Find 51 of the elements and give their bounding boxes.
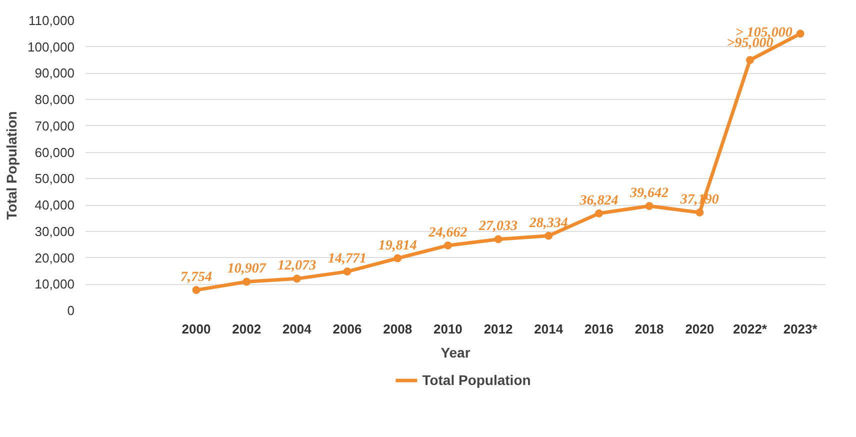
x-tick-label: 2023* bbox=[783, 322, 818, 336]
data-label: 14,771 bbox=[328, 252, 367, 267]
point bbox=[343, 268, 352, 276]
point bbox=[594, 209, 603, 218]
legend-label: Total Population bbox=[422, 372, 531, 388]
point bbox=[444, 241, 452, 250]
x-tick-label: 2006 bbox=[332, 322, 362, 336]
x-tick-label: 2002 bbox=[232, 322, 262, 336]
x-tick-label: 2000 bbox=[182, 322, 211, 336]
point bbox=[192, 286, 200, 294]
data-label: 12,073 bbox=[278, 258, 316, 274]
x-tick-label: 2020 bbox=[685, 322, 714, 336]
y-tick-label: 70,000 bbox=[34, 118, 75, 134]
y-axis-title: Total Population bbox=[4, 111, 20, 220]
x-tick-label: 2012 bbox=[484, 322, 513, 336]
point bbox=[746, 56, 754, 64]
x-tick-label: 2022* bbox=[733, 322, 768, 336]
data-label: 10,907 bbox=[227, 262, 267, 277]
x-tick-label: 2014 bbox=[534, 322, 564, 336]
data-label: 28,334 bbox=[528, 216, 568, 231]
point bbox=[292, 274, 301, 283]
point bbox=[242, 278, 251, 286]
data-label: 39,642 bbox=[629, 186, 669, 201]
y-tick-label: 50,000 bbox=[34, 171, 75, 186]
data-label: 19,814 bbox=[378, 238, 417, 254]
x-tick-label: 2004 bbox=[282, 322, 312, 336]
point bbox=[544, 232, 553, 240]
y-tick-label: 20,000 bbox=[34, 250, 75, 266]
point bbox=[394, 254, 402, 262]
y-tick-label: 80,000 bbox=[34, 92, 75, 108]
data-label: 36,824 bbox=[578, 193, 618, 208]
y-tick-label: 0 bbox=[67, 303, 75, 318]
data-label: 27,033 bbox=[478, 219, 518, 234]
y-tick-label: 100,000 bbox=[28, 39, 75, 54]
y-tick-label: 30,000 bbox=[34, 224, 75, 239]
point bbox=[645, 202, 654, 210]
y-tick-label: 10,000 bbox=[34, 276, 75, 292]
point bbox=[796, 30, 804, 38]
x-tick-label: 2018 bbox=[634, 322, 664, 336]
x-tick-label: 2016 bbox=[584, 322, 614, 336]
x-axis-title: Year bbox=[440, 344, 471, 360]
data-label: 24,662 bbox=[428, 225, 468, 240]
y-tick-label: 60,000 bbox=[34, 144, 75, 160]
point bbox=[494, 235, 502, 244]
data-label: 7,754 bbox=[180, 270, 212, 286]
point bbox=[696, 208, 704, 216]
y-tick-label: 40,000 bbox=[34, 198, 75, 213]
x-tick-label: 2008 bbox=[383, 322, 412, 336]
y-tick-label: 110,000 bbox=[28, 13, 75, 28]
x-tick-label: 2010 bbox=[433, 322, 462, 336]
y-tick-label: 90,000 bbox=[34, 66, 75, 81]
